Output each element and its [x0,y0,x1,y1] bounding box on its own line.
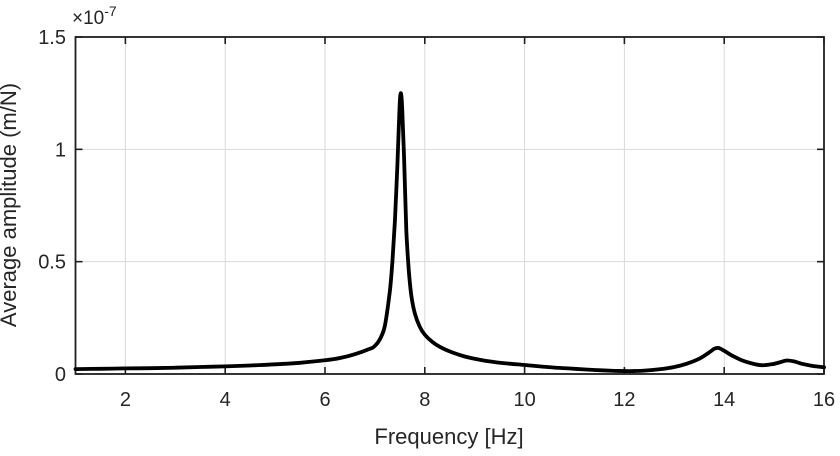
x-tick-label: 4 [220,389,231,411]
x-axis-label: Frequency [Hz] [374,424,523,449]
multiplier-base: ×10 [72,8,104,29]
x-tick-label: 8 [419,389,430,411]
x-tick-label: 16 [813,389,835,411]
y-tick-label: 1.5 [38,27,66,49]
x-tick-label: 10 [513,389,535,411]
plot-area: 2 4 6 8 10 12 14 16 0 0.5 1 1.5 [38,27,835,411]
multiplier-exponent: -7 [104,3,117,19]
y-axis-label: Average amplitude (m/N) [0,83,21,327]
axes-box [74,36,825,375]
x-tick-label: 12 [613,389,635,411]
y-tick-label: 1 [55,139,66,161]
amplitude-curve [73,91,826,373]
y-axis-multiplier: ×10-7 [72,3,117,29]
x-tick-label: 2 [120,389,131,411]
x-tick-label: 6 [319,389,330,411]
y-tick-label: 0.5 [38,252,66,274]
x-tick-label: 14 [713,389,735,411]
y-tick-label: 0 [55,364,66,386]
